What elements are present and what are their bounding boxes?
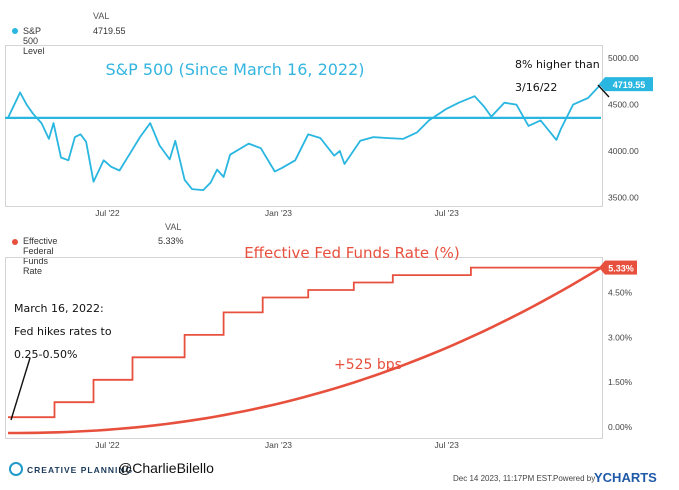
fedfunds-y-tick-label: 1.50% bbox=[608, 377, 633, 387]
fedfunds-annotation-line: Fed hikes rates to bbox=[14, 325, 112, 338]
sp500-annotation-arrow bbox=[597, 84, 610, 98]
creative-planning-logo-icon bbox=[9, 462, 23, 476]
fedfunds-last-value-box bbox=[605, 260, 637, 275]
fedfunds-chart-title: Effective Fed Funds Rate (%) bbox=[244, 244, 460, 262]
brand-name: CREATIVE PLANNING bbox=[27, 465, 134, 475]
fedfunds-x-tick-label: Jan '23 bbox=[265, 440, 292, 450]
fedfunds-annotation-arrow bbox=[10, 357, 31, 421]
sp500-series-line bbox=[7, 83, 602, 191]
footer-date: Dec 14 2023, 11:17PM EST. bbox=[453, 474, 554, 483]
fedfunds-center-annotation: +525 bps bbox=[334, 357, 402, 373]
footer-powered: Powered by bbox=[553, 474, 596, 483]
sp500-chart-title: S&P 500 (Since March 16, 2022) bbox=[105, 60, 364, 79]
sp500-x-tick-label: Jul '23 bbox=[435, 208, 460, 218]
fedfunds-legend-value: 5.33% bbox=[158, 236, 184, 246]
fedfunds-last-value-pointer bbox=[599, 260, 605, 275]
sp500-y-tick-label: 4500.00 bbox=[608, 100, 639, 110]
sp500-x-tick-label: Jan '23 bbox=[265, 208, 292, 218]
sp500-plot-frame bbox=[5, 45, 603, 207]
sp500-legend-label: S&P 500 Level bbox=[23, 26, 45, 56]
author-handle: @CharlieBilello bbox=[118, 460, 214, 476]
sp500-last-value-label: 4719.55 bbox=[613, 80, 646, 90]
fedfunds-curve-line bbox=[8, 266, 602, 435]
fedfunds-y-tick-label: 0.00% bbox=[608, 422, 633, 432]
sp500-last-value-pointer bbox=[599, 77, 605, 92]
sp500-legend-dot bbox=[12, 28, 18, 34]
sp500-legend-value: 4719.55 bbox=[93, 26, 126, 36]
fedfunds-step-line bbox=[8, 266, 601, 419]
sp500-y-tick-label: 4000.00 bbox=[608, 146, 639, 156]
fedfunds-annotation-line: 0.25-0.50% bbox=[14, 348, 77, 361]
fedfunds-y-tick-label: 3.00% bbox=[608, 332, 633, 342]
fedfunds-y-tick-label: 4.50% bbox=[608, 287, 633, 297]
fedfunds-last-value-label: 5.33% bbox=[608, 264, 634, 274]
ycharts-logo: YCHARTS bbox=[594, 470, 657, 485]
fedfunds-annotation-line: March 16, 2022: bbox=[14, 302, 104, 315]
sp500-y-tick-label: 5000.00 bbox=[608, 53, 639, 63]
sp500-y-tick-label: 3500.00 bbox=[608, 192, 639, 202]
legend-header: VAL bbox=[93, 11, 110, 21]
sp500-last-value-box bbox=[605, 77, 653, 92]
sp500-x-tick-label: Jul '22 bbox=[95, 208, 120, 218]
legend-header: VAL bbox=[165, 222, 182, 232]
fedfunds-legend-dot bbox=[12, 239, 18, 245]
fedfunds-x-tick-label: Jul '22 bbox=[95, 440, 120, 450]
fedfunds-plot-frame bbox=[5, 257, 603, 439]
fedfunds-legend-label: Effective Federal Funds Rate bbox=[23, 236, 58, 276]
fedfunds-x-tick-label: Jul '23 bbox=[435, 440, 460, 450]
sp500-annotation-date: 3/16/22 bbox=[515, 81, 557, 94]
sp500-annotation: 8% higher than bbox=[515, 58, 600, 71]
